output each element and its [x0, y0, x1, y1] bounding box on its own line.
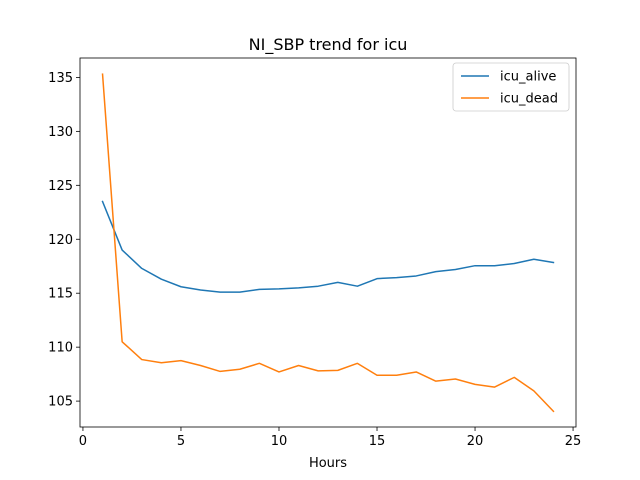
y-axis: 105 110 115 120 125 130 135: [48, 71, 80, 410]
x-tick-label: 10: [271, 434, 288, 449]
x-axis: 0 5 10 15 20 25: [79, 427, 582, 449]
y-tick-label: 105: [48, 395, 73, 410]
y-tick-label: 125: [48, 179, 73, 194]
y-tick-label: 130: [48, 125, 73, 140]
y-tick-label: 115: [48, 287, 73, 302]
x-axis-label: Hours: [309, 456, 347, 471]
x-tick-label: 15: [369, 434, 386, 449]
legend: icu_alive icu_dead: [452, 62, 570, 112]
legend-label-icu_dead: icu_dead: [500, 92, 558, 107]
x-tick-label: 20: [467, 434, 484, 449]
legend-label-icu_alive: icu_alive: [500, 70, 556, 85]
x-tick-label: 0: [79, 434, 87, 449]
x-tick-label: 5: [177, 434, 185, 449]
legend-box: [452, 62, 570, 112]
series-line-icu_dead: [101, 73, 555, 413]
x-tick-label: 25: [565, 434, 582, 449]
y-tick-label: 120: [48, 233, 73, 248]
chart-title: NI_SBP trend for icu: [249, 35, 408, 55]
y-tick-label: 110: [48, 341, 73, 356]
plot-area: [79, 57, 577, 428]
y-tick-label: 135: [48, 71, 73, 86]
series-line-icu_alive: [101, 200, 555, 293]
axes-frame: [79, 57, 577, 428]
